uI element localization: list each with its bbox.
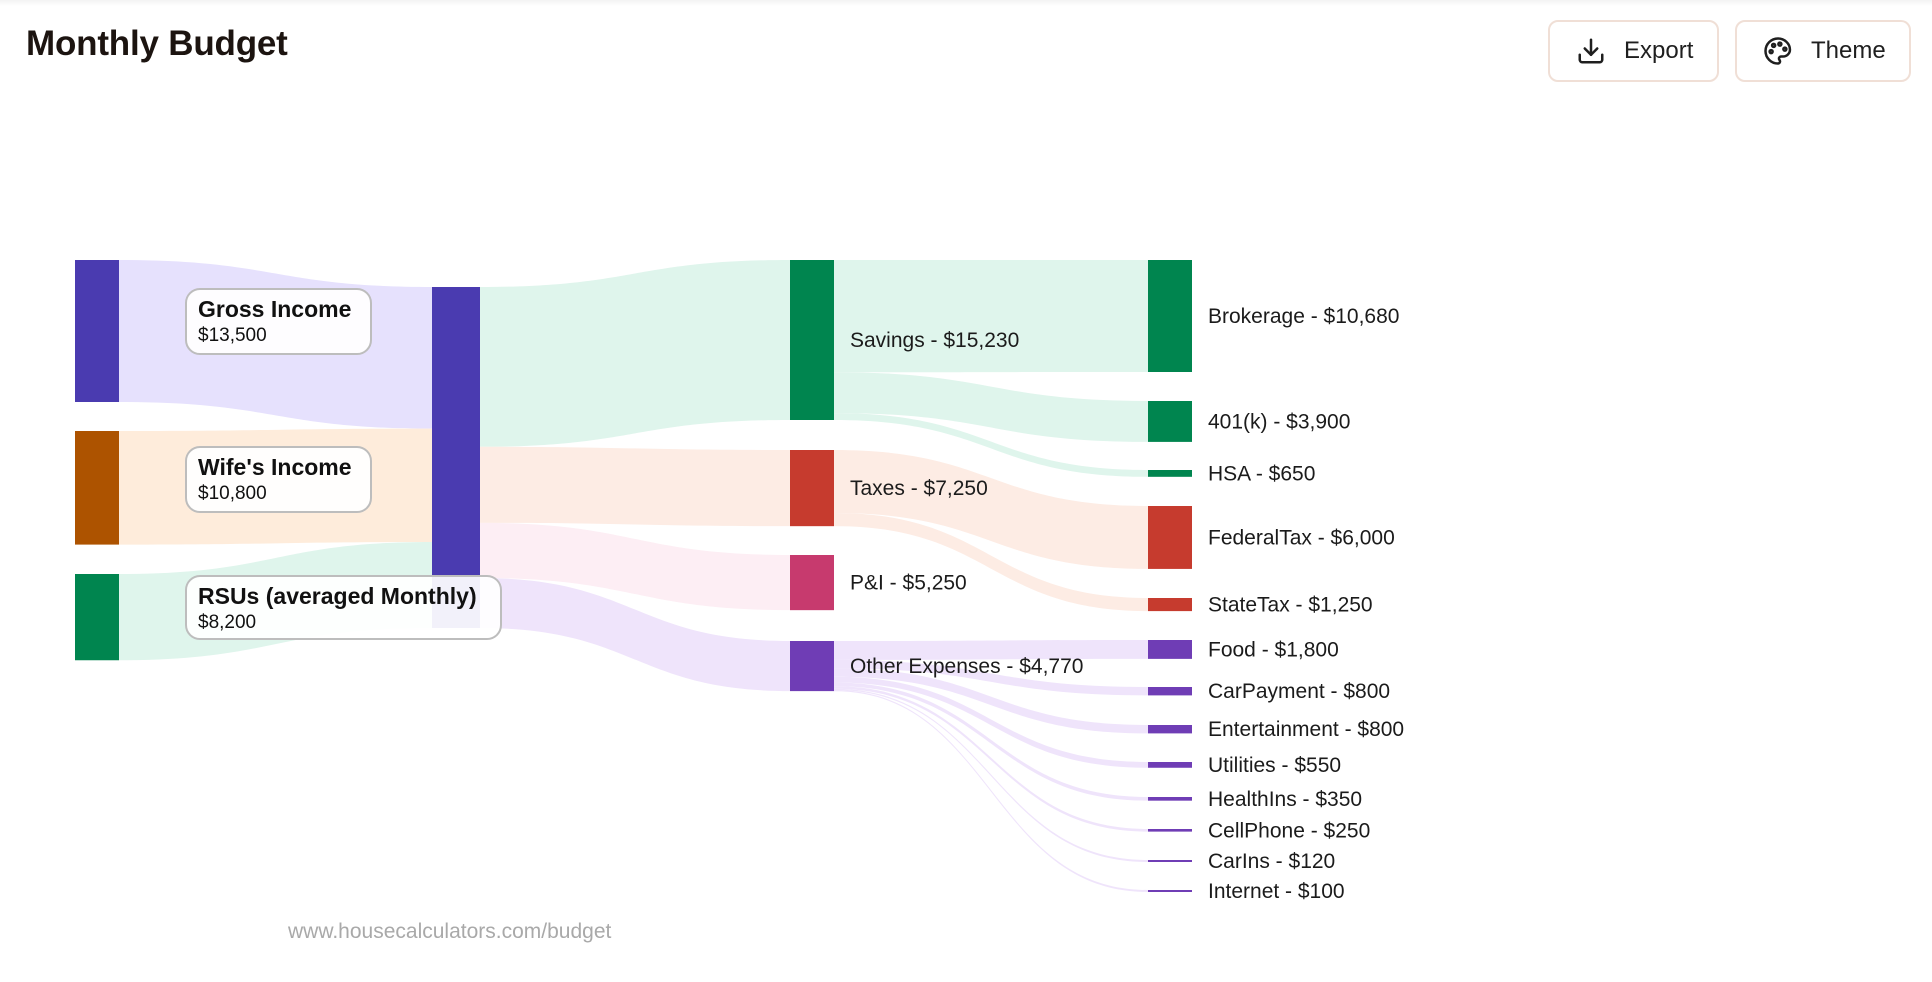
item-label-food: Food - $1,800 bbox=[1208, 638, 1339, 661]
node-savings[interactable] bbox=[790, 260, 834, 420]
theme-button-label: Theme bbox=[1811, 37, 1886, 64]
node-utilities[interactable] bbox=[1148, 762, 1192, 768]
link-savings-to-hsa bbox=[834, 413, 1148, 477]
node-taxes[interactable] bbox=[790, 450, 834, 527]
sankey-links bbox=[119, 260, 1148, 892]
source-label-name: RSUs (averaged Monthly) bbox=[198, 583, 477, 609]
node-wife-s-income[interactable] bbox=[75, 431, 119, 545]
item-label-entertainment: Entertainment - $800 bbox=[1208, 718, 1404, 741]
source-label-wife-s-income: Wife's Income $10,800 bbox=[185, 446, 372, 513]
link-hub-to-savings bbox=[480, 260, 790, 447]
node-carpayment[interactable] bbox=[1148, 687, 1192, 696]
node-other-expenses[interactable] bbox=[790, 641, 834, 692]
category-label-taxes: Taxes - $7,250 bbox=[850, 477, 988, 500]
item-label-utilities: Utilities - $550 bbox=[1208, 754, 1341, 777]
link-hub-to-p-i bbox=[480, 522, 790, 611]
category-label-other-expenses: Other Expenses - $4,770 bbox=[850, 655, 1083, 678]
node-hsa[interactable] bbox=[1148, 470, 1192, 477]
download-icon bbox=[1578, 38, 1604, 64]
item-label-401-k: 401(k) - $3,900 bbox=[1208, 410, 1350, 433]
palette-icon bbox=[1764, 37, 1792, 65]
node-entertainment[interactable] bbox=[1148, 725, 1192, 734]
category-label-p-i: P&I - $5,250 bbox=[850, 572, 967, 595]
item-label-brokerage: Brokerage - $10,680 bbox=[1208, 305, 1399, 328]
sankey-nodes bbox=[75, 260, 1192, 892]
node-gross-income[interactable] bbox=[75, 260, 119, 402]
node-hub[interactable] bbox=[432, 287, 480, 628]
item-label-hsa: HSA - $650 bbox=[1208, 462, 1315, 485]
node-cellphone[interactable] bbox=[1148, 829, 1192, 832]
link-savings-to-401-k bbox=[834, 372, 1148, 442]
node-brokerage[interactable] bbox=[1148, 260, 1192, 372]
node-rsus-averaged-monthly[interactable] bbox=[75, 574, 119, 661]
category-label-savings: Savings - $15,230 bbox=[850, 329, 1019, 352]
export-button[interactable]: Export bbox=[1548, 20, 1719, 82]
watermark: www.housecalculators.com/budget bbox=[288, 920, 612, 943]
source-label-box bbox=[185, 575, 502, 640]
link-other-expenses-to-internet bbox=[834, 690, 1148, 892]
link-taxes-to-federaltax bbox=[834, 450, 1148, 569]
node-healthins[interactable] bbox=[1148, 797, 1192, 801]
node-401-k[interactable] bbox=[1148, 401, 1192, 442]
link-other-expenses-to-healthins bbox=[834, 682, 1148, 801]
source-label-value: $13,500 bbox=[198, 325, 267, 346]
item-label-carins: CarIns - $120 bbox=[1208, 850, 1335, 873]
page-title: Monthly Budget bbox=[26, 24, 288, 63]
item-label-healthins: HealthIns - $350 bbox=[1208, 788, 1362, 811]
link-other-expenses-to-utilities bbox=[834, 676, 1148, 768]
item-label-statetax: StateTax - $1,250 bbox=[1208, 594, 1373, 617]
link-taxes-to-statetax bbox=[834, 513, 1148, 612]
link-other-expenses-to-cellphone bbox=[834, 686, 1148, 832]
node-internet[interactable] bbox=[1148, 890, 1192, 892]
source-label-value: $8,200 bbox=[198, 612, 256, 633]
source-label-name: Gross Income bbox=[198, 296, 351, 322]
header-shadow bbox=[0, 0, 1932, 6]
source-label-rsus-averaged-monthly: RSUs (averaged Monthly) $8,200 bbox=[185, 575, 502, 640]
link-other-expenses-to-entertainment bbox=[834, 668, 1148, 734]
node-federaltax[interactable] bbox=[1148, 506, 1192, 569]
link-hub-to-other-expenses bbox=[480, 577, 790, 692]
export-button-label: Export bbox=[1624, 37, 1694, 64]
item-label-cellphone: CellPhone - $250 bbox=[1208, 819, 1370, 842]
source-label-box bbox=[185, 288, 372, 355]
sankey-labels: Gross Income $13,500 Wife's Income $10,800 R… bbox=[185, 288, 1404, 903]
node-p-i[interactable] bbox=[790, 555, 834, 611]
source-label-gross-income: Gross Income $13,500 bbox=[185, 288, 372, 355]
item-label-carpayment: CarPayment - $800 bbox=[1208, 680, 1390, 703]
link-savings-to-brokerage bbox=[834, 260, 1148, 373]
node-food[interactable] bbox=[1148, 640, 1192, 659]
source-label-value: $10,800 bbox=[198, 483, 267, 504]
link-other-expenses-to-carpayment bbox=[834, 659, 1148, 696]
theme-button[interactable]: Theme bbox=[1735, 20, 1911, 82]
link-other-expenses-to-carins bbox=[834, 688, 1148, 862]
source-label-name: Wife's Income bbox=[198, 454, 352, 480]
link-hub-to-taxes bbox=[480, 446, 790, 527]
item-label-federaltax: FederalTax - $6,000 bbox=[1208, 526, 1395, 549]
item-label-internet: Internet - $100 bbox=[1208, 880, 1345, 903]
link-other-expenses-to-food bbox=[834, 640, 1148, 660]
node-carins[interactable] bbox=[1148, 860, 1192, 862]
source-label-box bbox=[185, 446, 372, 513]
node-statetax[interactable] bbox=[1148, 598, 1192, 612]
